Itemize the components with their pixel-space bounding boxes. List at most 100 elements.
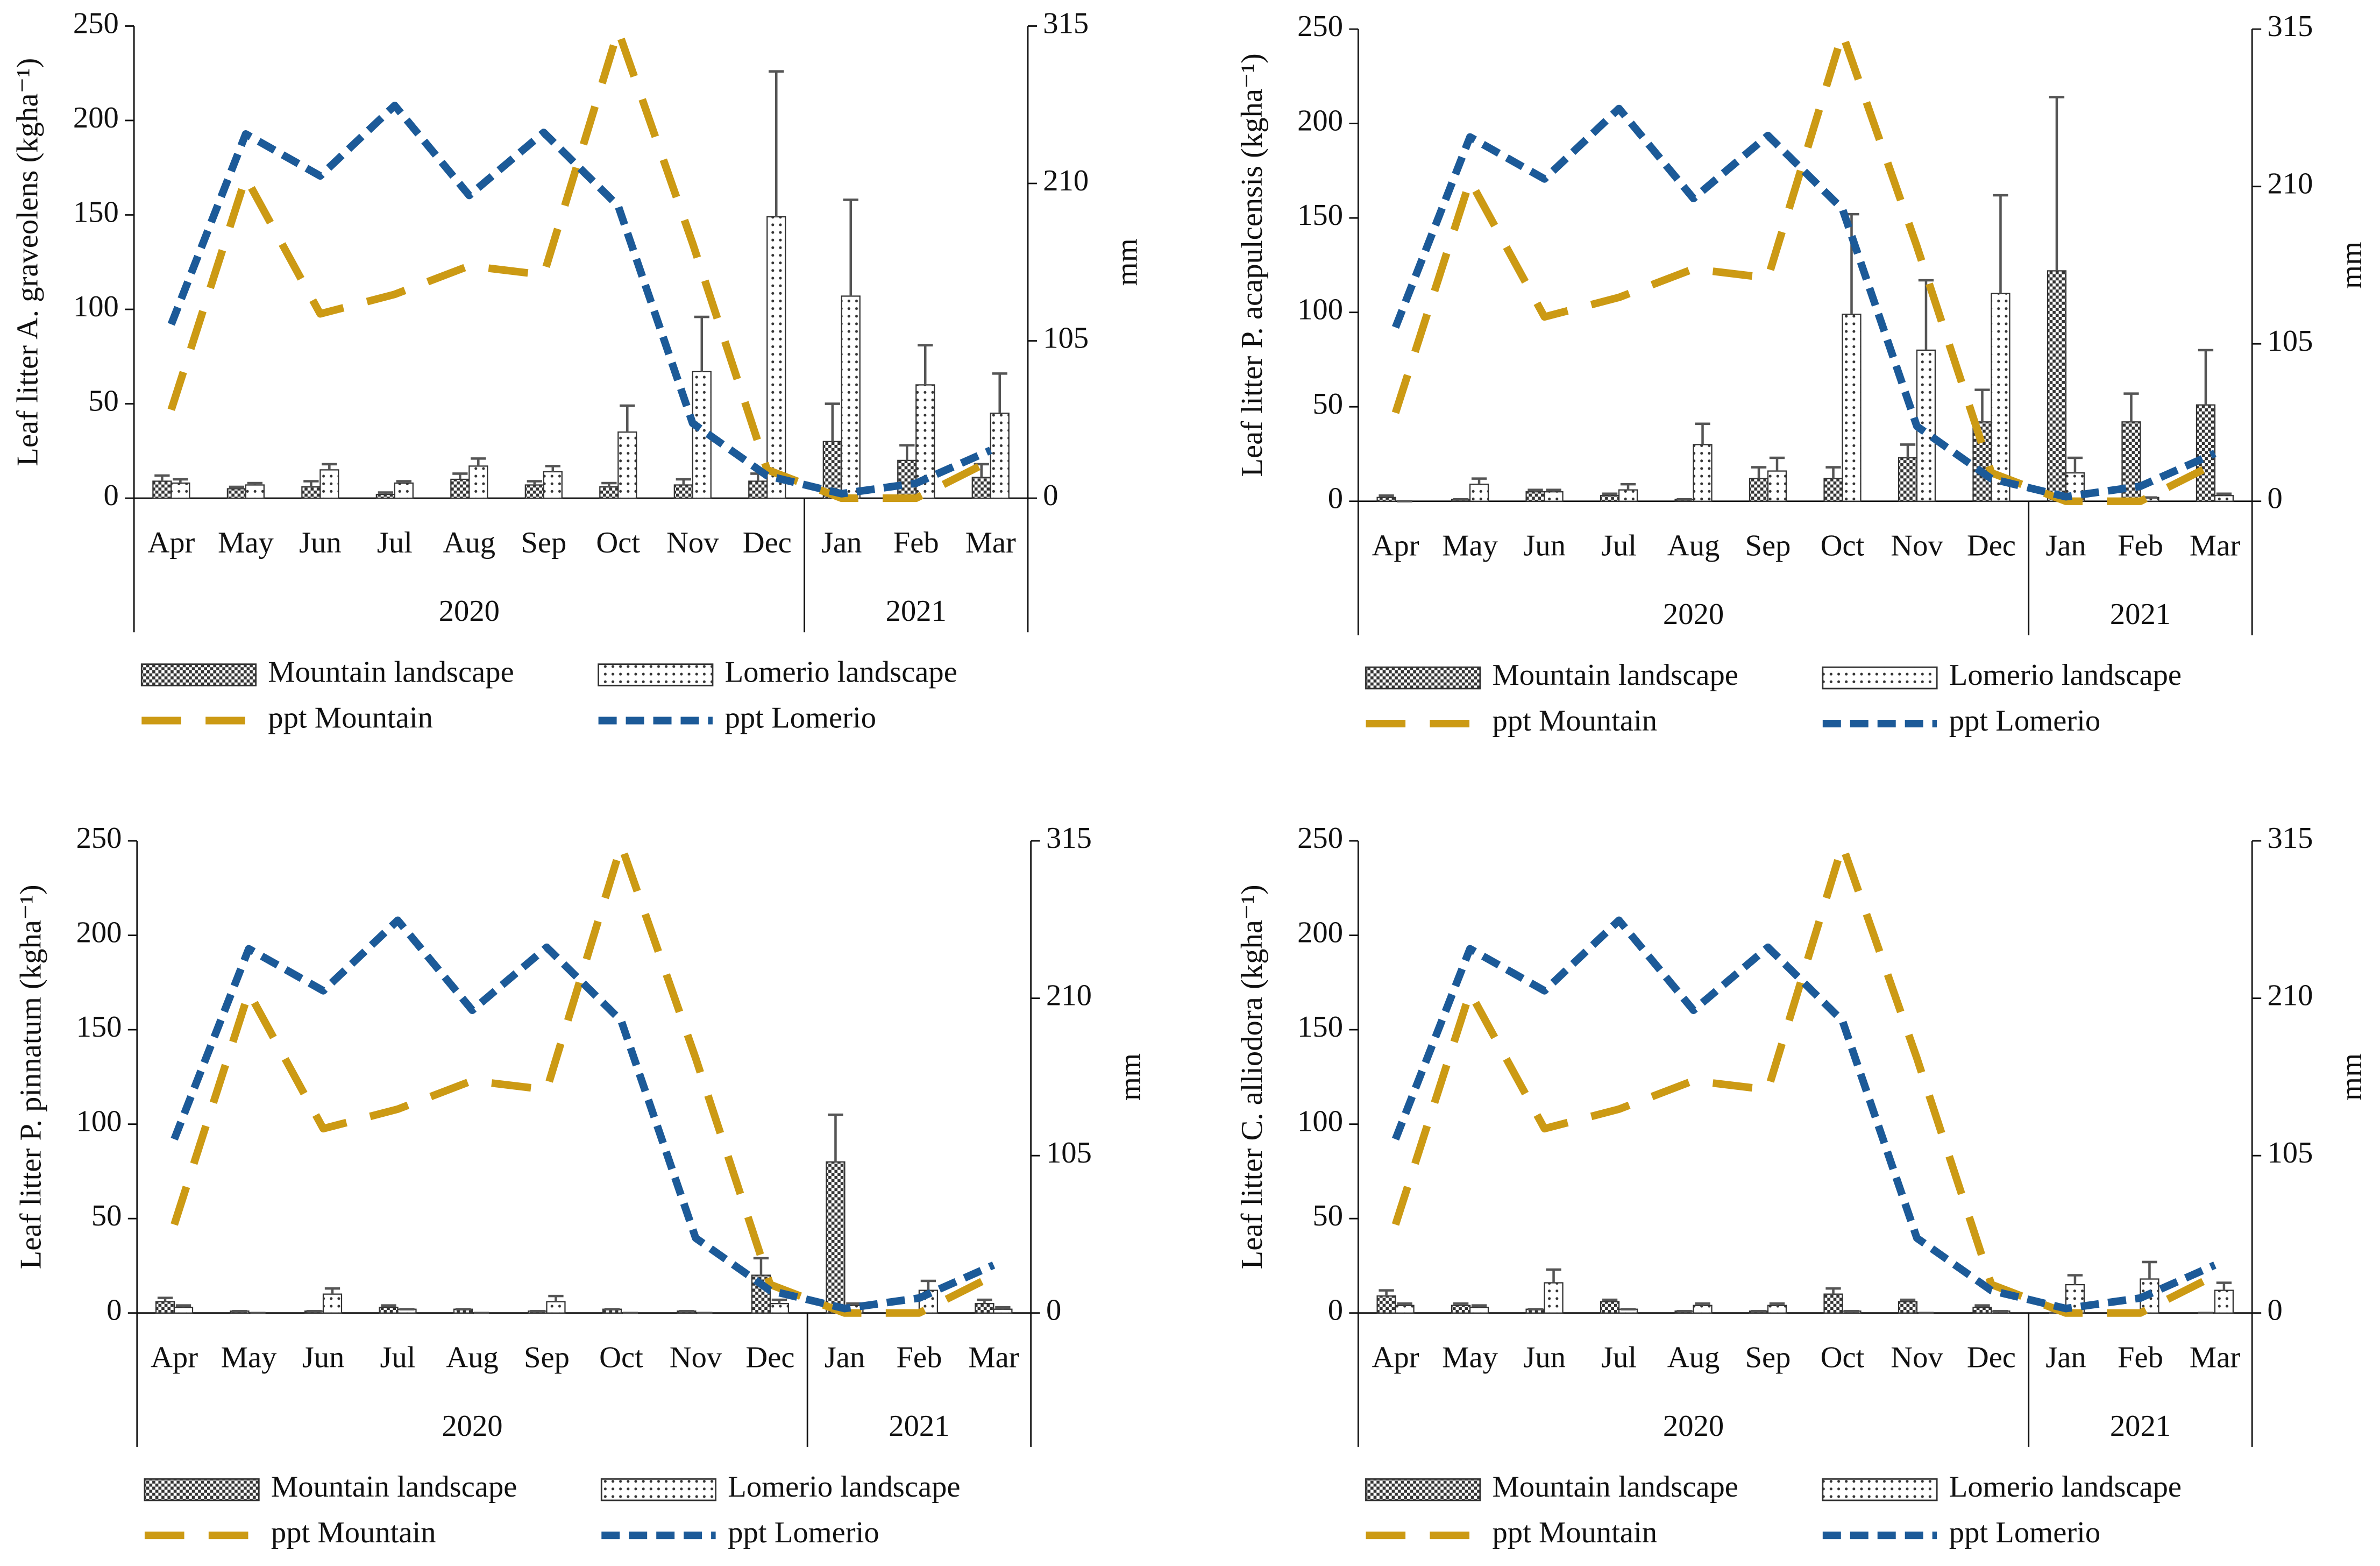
bar: [1823, 478, 1843, 502]
group-label: 2021: [2110, 1409, 2171, 1443]
y-tick-label: 50: [1312, 1199, 1343, 1232]
x-tick-label: Jun: [299, 526, 342, 559]
bar: [1376, 1295, 1396, 1314]
bar: [990, 412, 1010, 499]
legend-swatch: [140, 663, 257, 686]
y-tick-label: 0: [1328, 482, 1343, 515]
x-tick-label: Apr: [151, 1341, 198, 1374]
x-tick-label: Sep: [1745, 529, 1791, 563]
y-tick-label: 200: [76, 916, 122, 949]
y-tick-label: 0: [104, 479, 119, 512]
bar: [1600, 1301, 1620, 1314]
bar: [841, 295, 861, 499]
y2-axis-label: mm: [1111, 238, 1144, 286]
x-tick-label: Jul: [377, 526, 413, 559]
x-tick-label: Nov: [666, 526, 719, 559]
bar: [1823, 1293, 1843, 1314]
legend-swatch: [598, 663, 714, 686]
y-tick-label: 100: [1297, 1105, 1343, 1138]
bar: [1395, 1305, 1415, 1314]
y-tick-label: 100: [76, 1105, 122, 1138]
x-tick-label: Jul: [380, 1341, 415, 1374]
x-tick-label: May: [218, 526, 274, 559]
x-tick-label: Aug: [1667, 1341, 1720, 1374]
legend-label: Mountain landscape: [268, 655, 514, 689]
y-tick-label: 250: [1297, 10, 1343, 43]
y-axis-label: Leaf litter A. graveolens (kgha⁻¹): [11, 58, 45, 466]
bar: [1749, 478, 1769, 502]
bar: [975, 1303, 994, 1314]
y2-tick-label: 210: [1043, 164, 1089, 197]
x-tick-label: May: [1442, 1341, 1498, 1374]
y2-tick-label: 105: [1046, 1136, 1092, 1170]
x-tick-label: Jul: [1601, 529, 1637, 563]
bar: [1898, 457, 1918, 502]
bar: [897, 459, 917, 499]
bar: [322, 1293, 343, 1314]
y2-tick-label: 0: [1043, 479, 1058, 512]
y-tick-label: 200: [1297, 916, 1343, 949]
x-tick-label: Sep: [521, 526, 566, 559]
x-tick-label: Jan: [821, 526, 862, 559]
legend-label: ppt Mountain: [271, 1516, 436, 1549]
x-tick-label: Jul: [1601, 1341, 1637, 1374]
x-tick-label: Sep: [524, 1341, 570, 1374]
legend-label: Mountain landscape: [1492, 1470, 1738, 1504]
x-tick-label: Mar: [2190, 1341, 2240, 1374]
legend-swatch: [1365, 1478, 1481, 1501]
x-tick-label: Aug: [1667, 529, 1720, 563]
bar: [319, 469, 339, 499]
bar: [1693, 1305, 1713, 1314]
legend-swatch: [600, 1478, 717, 1501]
legend-label: ppt Mountain: [1492, 1516, 1657, 1549]
x-tick-label: Nov: [670, 1341, 722, 1374]
y-tick-label: 150: [1297, 1010, 1343, 1044]
x-tick-label: Oct: [1821, 1341, 1865, 1374]
legend-swatch: [1365, 666, 1481, 690]
bar: [450, 478, 470, 499]
bar: [173, 1307, 194, 1314]
y2-axis-label: mm: [2335, 242, 2368, 289]
x-tick-label: Dec: [745, 1341, 794, 1374]
x-tick-label: Feb: [2118, 529, 2163, 563]
bar: [301, 486, 321, 499]
y-tick-label: 250: [73, 6, 119, 40]
bar: [468, 465, 488, 499]
y-axis-label: Leaf litter C. alliodora (kgha⁻¹): [1235, 884, 1269, 1269]
x-tick-label: Sep: [1745, 1341, 1791, 1374]
bar: [2047, 270, 2067, 502]
x-tick-label: Aug: [443, 526, 496, 559]
bar: [152, 480, 172, 499]
bar: [2214, 1289, 2234, 1314]
bar: [1972, 1307, 1992, 1314]
legend-swatch: [1822, 666, 1938, 690]
y-tick-label: 50: [88, 385, 119, 418]
line-series: [1391, 841, 2217, 1317]
bar: [1618, 489, 1638, 502]
bar: [543, 471, 563, 499]
legend-label: ppt Mountain: [268, 701, 433, 734]
bar: [155, 1301, 175, 1314]
bar: [1451, 1305, 1471, 1314]
bar: [245, 484, 265, 499]
bar: [993, 1308, 1013, 1314]
y2-tick-label: 105: [2267, 324, 2313, 358]
bar: [1842, 314, 1862, 502]
bar: [226, 488, 247, 499]
y-tick-label: 50: [91, 1199, 122, 1232]
y-tick-label: 50: [1312, 387, 1343, 421]
bar: [1469, 484, 1489, 502]
y-tick-label: 200: [1297, 104, 1343, 138]
bar: [673, 484, 693, 499]
bar: [524, 484, 544, 499]
x-tick-label: Apr: [147, 526, 195, 559]
bar: [1767, 1305, 1787, 1314]
y-tick-label: 150: [73, 196, 119, 229]
x-tick-label: Jun: [1523, 529, 1566, 563]
y-tick-label: 250: [76, 821, 122, 855]
y2-tick-label: 315: [1046, 821, 1092, 855]
bar: [1600, 495, 1620, 502]
bar: [769, 1303, 790, 1314]
line-series: [1391, 30, 2217, 505]
